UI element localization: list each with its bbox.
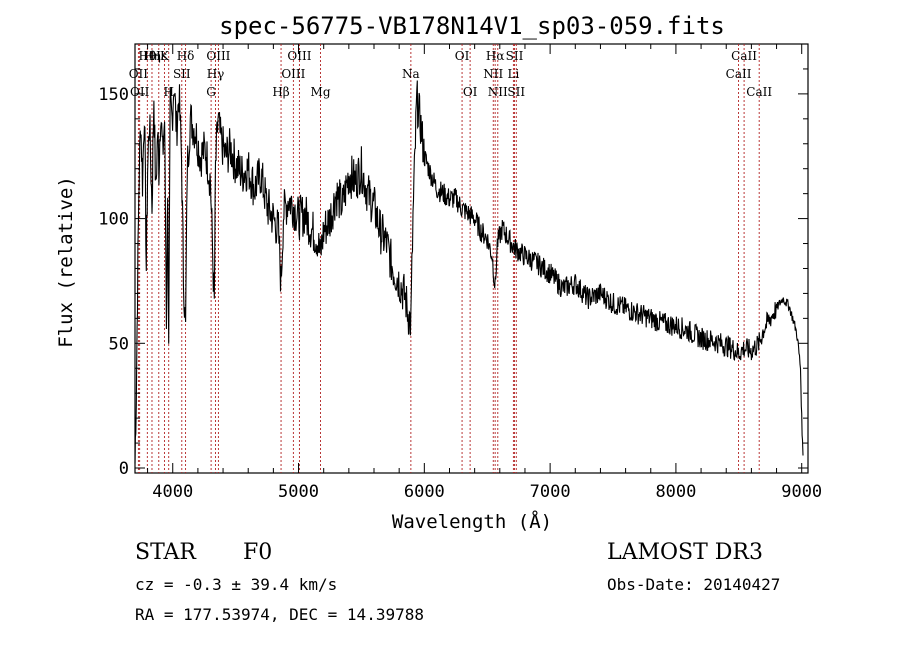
spectral-line-label: SII (507, 85, 525, 99)
y-axis-label: Flux (relative) (55, 176, 77, 348)
x-axis-label: Wavelength (Å) (392, 510, 552, 533)
obs-date-text: Obs-Date: 20140427 (607, 575, 780, 594)
x-tick-label: 8000 (655, 482, 696, 502)
spectral-line-label: OIII (281, 67, 305, 81)
spectral-line-label: CaII (726, 67, 752, 81)
coordinates-text: RA = 177.53974, DEC = 14.39788 (135, 605, 424, 624)
y-tick-label: 0 (119, 459, 129, 479)
spectral-line-label: Hα (486, 49, 505, 63)
spectral-line-label: OI (463, 85, 478, 99)
spectral-line-label: Mg (311, 85, 331, 99)
spectral-line-label: SII (173, 67, 191, 81)
spectral-line-label: Hε (150, 49, 167, 63)
spectral-line-label: Na (402, 67, 420, 81)
spectral-line-label: Hδ (177, 49, 195, 63)
y-tick-label: 150 (98, 85, 129, 105)
survey-name: LAMOST DR3 (607, 540, 763, 565)
redshift-text: cz = -0.3 ± 39.4 km/s (135, 575, 337, 594)
spectral-line-label: CaII (746, 85, 772, 99)
y-tick-label: 100 (98, 210, 129, 230)
info-block: STAR F0 cz = -0.3 ± 39.4 km/s RA = 177.5… (135, 540, 780, 624)
y-axis-ticks: 0 50 100 150 (98, 68, 808, 479)
object-class: STAR (135, 540, 197, 565)
chart-title: spec-56775-VB178N14V1_sp03-059.fits (219, 12, 725, 40)
spectral-line-label: OIII (287, 49, 311, 63)
x-tick-label: 5000 (278, 482, 319, 502)
spectral-line-label: OII (130, 85, 150, 99)
spectral-line-label: CaII (731, 49, 757, 63)
spectral-line-label: NII (483, 67, 503, 81)
spectral-line-label: OII (129, 67, 149, 81)
y-tick-label: 50 (109, 334, 129, 354)
x-tick-label: 4000 (152, 482, 193, 502)
spectral-line-label: Li (507, 67, 519, 81)
spectral-line-label: OI (455, 49, 470, 63)
x-tick-label: 6000 (404, 482, 445, 502)
spectral-line-label: NII (488, 85, 508, 99)
plot-frame (134, 43, 809, 474)
x-tick-label: 7000 (530, 482, 571, 502)
x-tick-label: 9000 (781, 482, 822, 502)
spectral-line-label: G (206, 85, 216, 99)
x-axis-ticks: 4000 5000 6000 7000 8000 9000 (147, 44, 822, 502)
spectral-line-label: Hη (143, 49, 161, 63)
spectral-line-label: Hγ (207, 67, 225, 81)
spectral-line-label: K (160, 49, 170, 63)
spectral-line-label: SII (506, 49, 524, 63)
spectral-line-label: H (163, 85, 173, 99)
spectral-line-label: OIII (206, 49, 230, 63)
spectral-line-label: Hθ (138, 49, 156, 63)
flux-series-line (134, 80, 804, 464)
spectral-line-markers (137, 44, 760, 473)
object-subclass: F0 (243, 540, 272, 565)
spectral-line-label: Hβ (272, 85, 289, 99)
